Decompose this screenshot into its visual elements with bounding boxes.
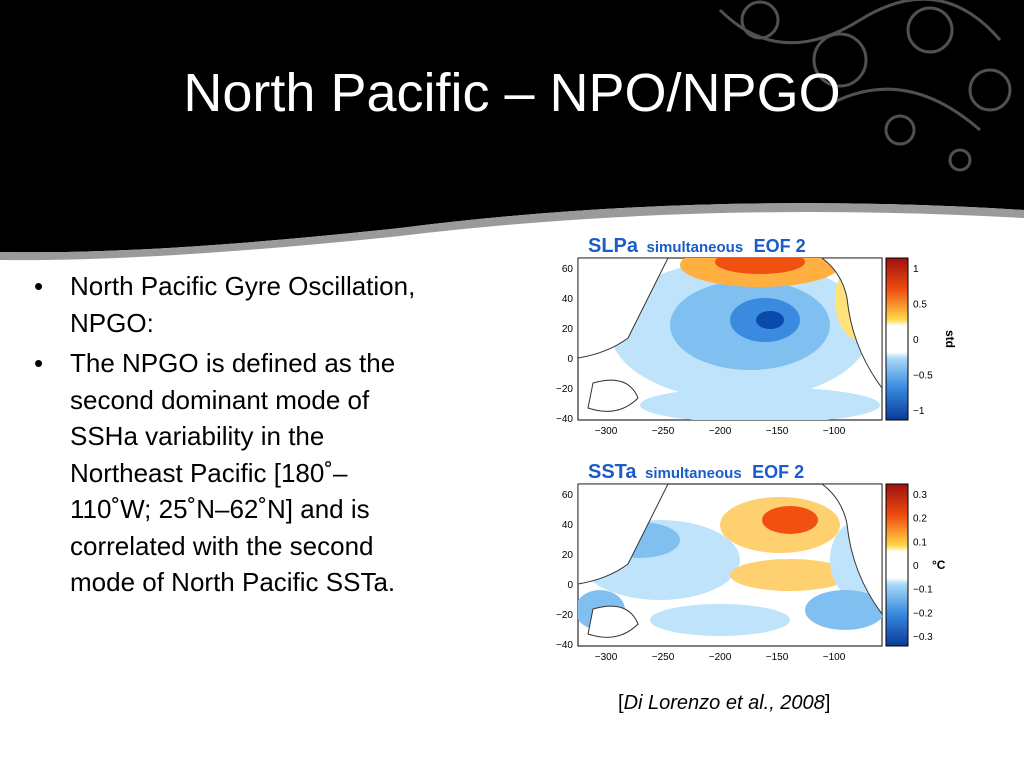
y-tick-label: 40 bbox=[562, 294, 574, 305]
colorbar-label: °C bbox=[932, 558, 946, 572]
field-blob bbox=[756, 311, 784, 329]
x-tick-label: −300 bbox=[595, 426, 618, 437]
field-blob bbox=[762, 506, 818, 534]
colorbar-tick-label: 0.5 bbox=[913, 300, 927, 311]
coastline bbox=[578, 258, 669, 359]
bullet-list: North Pacific Gyre Oscillation, NPGO: Th… bbox=[28, 268, 418, 605]
colorbar bbox=[885, 483, 909, 647]
title-variable: SLPa bbox=[588, 235, 639, 257]
field-blob bbox=[715, 258, 805, 274]
y-tick-label: 0 bbox=[567, 354, 573, 365]
x-tick-label: −250 bbox=[652, 426, 675, 437]
x-tick-label: −100 bbox=[823, 426, 846, 437]
bullet: North Pacific Gyre Oscillation, NPGO: bbox=[28, 268, 418, 341]
y-tick-label: −40 bbox=[556, 640, 573, 651]
title-eof: EOF 2 bbox=[752, 462, 804, 482]
colorbar-tick-label: 0.3 bbox=[913, 490, 927, 501]
map-field bbox=[578, 484, 882, 638]
colorbar-tick-label: 0.1 bbox=[913, 537, 927, 548]
map-field bbox=[578, 258, 882, 420]
colorbar-label: std bbox=[943, 330, 957, 348]
field-blob bbox=[730, 559, 850, 591]
y-tick-label: 0 bbox=[567, 580, 573, 591]
y-tick-label: 20 bbox=[562, 324, 574, 335]
colorbar-tick-label: 0 bbox=[913, 335, 919, 346]
colorbar-tick-label: 1 bbox=[913, 264, 919, 275]
bracket: [ bbox=[618, 692, 624, 714]
colorbar-tick-label: 0 bbox=[913, 561, 919, 572]
colorbar-tick-label: −0.2 bbox=[913, 608, 933, 619]
x-tick-label: −150 bbox=[766, 426, 789, 437]
slide-title: North Pacific – NPO/NPGO bbox=[183, 63, 841, 123]
x-tick-label: −150 bbox=[766, 652, 789, 663]
coastline bbox=[578, 484, 669, 585]
citation: [Di Lorenzo et al., 2008] bbox=[618, 692, 830, 715]
coastline bbox=[587, 605, 639, 638]
colorbar-tick-label: −0.3 bbox=[913, 632, 933, 643]
coastline bbox=[821, 258, 882, 389]
colorbar-tick-label: −0.1 bbox=[913, 585, 933, 596]
y-tick-label: 20 bbox=[562, 550, 574, 561]
y-tick-label: 60 bbox=[562, 490, 574, 501]
y-tick-label: −40 bbox=[556, 414, 573, 425]
figure-title: SSTa simultaneous EOF 2 bbox=[588, 461, 804, 483]
colorbar-tick-label: 0.2 bbox=[913, 514, 927, 525]
citation-authors: Di Lorenzo et al., 2008 bbox=[623, 692, 825, 714]
field-blob bbox=[650, 604, 790, 636]
coastline bbox=[587, 379, 639, 412]
title-eof: EOF 2 bbox=[754, 236, 806, 256]
figure-title: SLPa simultaneous EOF 2 bbox=[588, 235, 806, 257]
colorbar bbox=[885, 257, 909, 421]
figure-panel: SLPa simultaneous EOF 2 60 40 20 0 −20 −40 −300… bbox=[556, 235, 957, 437]
figure-panel: SSTa simultaneous EOF 2 60 40 20 0 −20 −40 −300… bbox=[556, 461, 946, 663]
y-tick-label: −20 bbox=[556, 384, 573, 395]
title-mode: simultaneous bbox=[645, 465, 742, 482]
colorbar-tick-label: −1 bbox=[913, 406, 925, 417]
title-variable: SSTa bbox=[588, 461, 637, 483]
title-mode: simultaneous bbox=[646, 239, 743, 256]
x-tick-label: −250 bbox=[652, 652, 675, 663]
x-tick-label: −200 bbox=[709, 652, 732, 663]
field-blob bbox=[805, 590, 882, 630]
y-tick-label: 60 bbox=[562, 264, 574, 275]
x-tick-label: −200 bbox=[709, 426, 732, 437]
x-tick-label: −100 bbox=[823, 652, 846, 663]
y-tick-label: 40 bbox=[562, 520, 574, 531]
bullet: The NPGO is defined as the second domina… bbox=[28, 345, 418, 601]
bracket: ] bbox=[824, 692, 831, 714]
colorbar-tick-label: −0.5 bbox=[913, 371, 933, 382]
x-tick-label: −300 bbox=[595, 652, 618, 663]
y-tick-label: −20 bbox=[556, 610, 573, 621]
coastline bbox=[821, 484, 882, 615]
field-blob bbox=[640, 387, 880, 420]
